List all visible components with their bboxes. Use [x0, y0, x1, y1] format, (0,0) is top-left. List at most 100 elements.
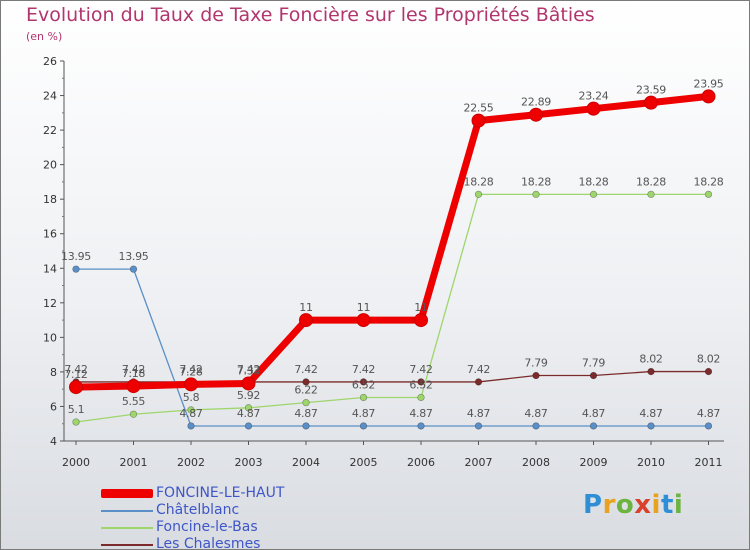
- data-point-chatelblanc: [589, 422, 598, 430]
- x-tick-label: 2007: [465, 456, 493, 469]
- y-tick-label: 16: [43, 228, 57, 241]
- x-tick-label: 2001: [120, 456, 148, 469]
- data-label-foncine-le-bas: 6.22: [294, 384, 317, 397]
- data-point-foncine-le-haut: [184, 377, 198, 392]
- data-point-les-chalesmes: [589, 371, 598, 380]
- data-label-les-chalesmes: 8.02: [639, 353, 662, 366]
- data-label-foncine-le-haut: 7.33: [237, 364, 261, 377]
- y-tick-label: 24: [43, 90, 57, 103]
- x-tick-label: 2004: [292, 456, 320, 469]
- series-layer: [69, 89, 716, 430]
- data-point-foncine-le-haut: [529, 107, 543, 122]
- proxiti-logo: Proxiti: [583, 490, 683, 520]
- data-point-foncine-le-bas: [647, 190, 655, 198]
- data-point-chatelblanc: [647, 422, 655, 430]
- series-chatelblanc: [72, 265, 713, 430]
- data-label-foncine-le-bas: 6.52: [352, 378, 375, 391]
- x-tick-label: 2005: [350, 456, 378, 469]
- data-label-chatelblanc: 4.87: [582, 407, 606, 420]
- data-label-les-chalesmes: 7.79: [582, 357, 606, 370]
- legend-swatch-foncine-le-bas: [101, 527, 153, 529]
- data-point-foncine-le-bas: [704, 190, 713, 198]
- data-label-foncine-le-bas: 5.92: [237, 389, 260, 402]
- data-label-foncine-le-bas: 18.28: [636, 175, 666, 188]
- logo-letter: i: [673, 490, 684, 520]
- data-point-chatelblanc: [532, 422, 540, 430]
- y-tick-label: 4: [50, 435, 57, 448]
- data-point-foncine-le-haut: [644, 95, 658, 110]
- data-label-foncine-le-haut: 22.55: [464, 102, 494, 115]
- data-point-foncine-le-bas: [417, 393, 425, 402]
- logo-letter: r: [602, 490, 616, 520]
- y-tick-label: 20: [43, 159, 57, 172]
- legend-swatch-foncine-le-haut: [101, 489, 153, 498]
- series-line-foncine-le-bas: [75, 193, 710, 423]
- data-label-foncine-le-haut: 11: [414, 301, 427, 314]
- series-line-les-chalesmes: [75, 370, 710, 383]
- y-tick-label: 18: [43, 193, 57, 206]
- data-point-les-chalesmes: [474, 378, 483, 386]
- chart-title: Evolution du Taux de Taxe Foncière sur l…: [26, 4, 595, 26]
- data-label-les-chalesmes: 7.42: [352, 363, 375, 376]
- data-labels-layer: 7.42 7.42 7.42 7.42 7.42 7.42 7.42 7.42 7.79 7.79…: [61, 77, 724, 420]
- data-label-chatelblanc: 4.87: [467, 407, 491, 420]
- legend-swatch-les-chalesmes: [101, 544, 153, 546]
- x-tick-label: 2002: [177, 456, 205, 469]
- y-tick-label: 10: [43, 331, 57, 344]
- data-point-les-chalesmes: [532, 371, 540, 380]
- data-point-foncine-le-haut: [241, 376, 256, 391]
- data-label-foncine-le-bas: 18.28: [521, 175, 551, 188]
- data-label-foncine-le-haut: 23.95: [694, 77, 724, 90]
- logo-letter: o: [615, 490, 635, 520]
- data-point-chatelblanc: [359, 422, 368, 430]
- data-label-chatelblanc: 13.95: [61, 250, 91, 263]
- logo-letter: t: [660, 490, 674, 520]
- data-point-foncine-le-haut: [701, 89, 716, 104]
- legend-swatch-chatelblanc: [101, 510, 153, 512]
- data-label-foncine-le-haut: 23.59: [636, 84, 666, 97]
- data-label-foncine-le-bas: 6.52: [409, 378, 432, 391]
- y-tick-label: 8: [50, 366, 57, 379]
- data-label-foncine-le-haut: 23.24: [579, 90, 609, 103]
- data-label-chatelblanc: 4.87: [237, 407, 261, 420]
- data-point-chatelblanc: [302, 422, 310, 430]
- chart-axes: 4 6 8 10 12 14 16 18 20 22 24 26 2000 2001 2002 2003 200…: [43, 55, 724, 469]
- data-label-foncine-le-bas: 18.28: [694, 175, 724, 188]
- data-label-chatelblanc: 4.87: [352, 407, 376, 420]
- data-point-foncine-le-bas: [302, 399, 310, 407]
- x-tick-label: 2009: [580, 456, 608, 469]
- y-tick-label: 14: [43, 262, 57, 275]
- y-axis-unit-label: (en %): [26, 30, 63, 43]
- data-point-les-chalesmes: [359, 378, 368, 386]
- logo-letter: x: [634, 490, 652, 520]
- x-tick-label: 2011: [695, 456, 723, 469]
- x-tick-label: 2006: [407, 456, 435, 469]
- data-point-les-chalesmes: [302, 378, 310, 386]
- x-tick-label: 2008: [522, 456, 550, 469]
- legend-label-foncine-le-haut: FONCINE-LE-HAUT: [156, 485, 285, 501]
- data-label-foncine-le-haut: 11: [299, 301, 312, 314]
- data-point-foncine-le-bas: [187, 406, 195, 414]
- data-point-foncine-le-bas: [72, 418, 80, 426]
- y-tick-label: 6: [50, 400, 57, 413]
- data-label-les-chalesmes: 7.42: [467, 363, 490, 376]
- data-point-chatelblanc: [244, 422, 253, 430]
- data-label-chatelblanc: 4.87: [294, 407, 318, 420]
- data-point-foncine-le-haut: [414, 313, 428, 328]
- data-label-chatelblanc: 4.87: [179, 407, 203, 420]
- data-label-les-chalesmes: 7.42: [294, 363, 317, 376]
- data-label-foncine-le-haut: 11: [357, 301, 370, 314]
- data-label-chatelblanc: 13.95: [119, 250, 149, 263]
- data-label-foncine-le-haut: 7.28: [179, 365, 203, 378]
- data-point-foncine-le-haut: [356, 313, 371, 328]
- data-label-les-chalesmes: 8.02: [697, 353, 720, 366]
- data-point-foncine-le-bas: [359, 393, 368, 402]
- y-tick-label: 26: [43, 55, 57, 68]
- data-label-foncine-le-bas: 5.55: [122, 395, 146, 408]
- data-point-chatelblanc: [72, 265, 80, 273]
- data-label-les-chalesmes: 7.42: [409, 363, 432, 376]
- legend-label-foncine-le-bas: Foncine-le-Bas: [156, 519, 258, 535]
- data-label-les-chalesmes: 7.42: [64, 363, 87, 376]
- data-point-foncine-le-haut: [69, 380, 83, 395]
